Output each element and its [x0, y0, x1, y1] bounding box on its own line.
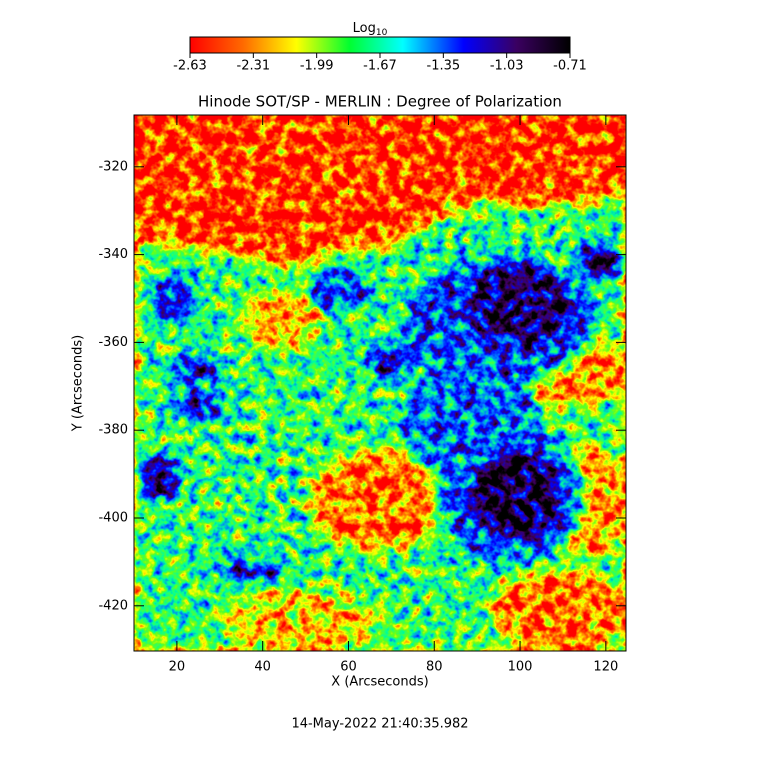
- chart-title: Hinode SOT/SP - MERLIN : Degree of Polar…: [198, 93, 562, 111]
- colorbar-tick-label: -2.63: [173, 59, 207, 74]
- x-tick-label: 20: [169, 660, 186, 675]
- x-tick-label: 40: [254, 660, 271, 675]
- x-tick-label: 120: [593, 660, 618, 675]
- colorbar-tick-label: -1.03: [490, 59, 524, 74]
- colorbar-tick-label: -0.71: [553, 59, 587, 74]
- y-tick-label: -320: [98, 159, 128, 174]
- y-axis-label: Y (Arcseconds): [71, 335, 86, 432]
- y-tick-label: -360: [98, 335, 128, 350]
- x-axis-label: X (Arcseconds): [331, 675, 428, 690]
- colorbar-tick-label: -1.35: [427, 59, 461, 74]
- polarization-map: [134, 115, 626, 651]
- y-tick-label: -380: [98, 423, 128, 438]
- plot-frame: [133, 114, 627, 652]
- x-tick-label: 100: [508, 660, 533, 675]
- colorbar-label: Log10: [353, 21, 388, 38]
- colorbar-label-main: Log: [353, 21, 376, 36]
- colorbar-tick-label: -2.31: [237, 59, 271, 74]
- y-tick-label: -420: [98, 598, 128, 613]
- y-tick-label: -400: [98, 510, 128, 525]
- y-tick-label: -340: [98, 247, 128, 262]
- timestamp: 14-May-2022 21:40:35.982: [291, 717, 468, 732]
- image-field: [134, 115, 626, 651]
- x-tick-label: 60: [340, 660, 357, 675]
- colorbar-tick-label: -1.99: [300, 59, 334, 74]
- colorbar-tick-label: -1.67: [363, 59, 397, 74]
- colorbar-label-sub: 10: [376, 28, 388, 38]
- colorbar: [189, 36, 571, 54]
- x-tick-label: 80: [426, 660, 443, 675]
